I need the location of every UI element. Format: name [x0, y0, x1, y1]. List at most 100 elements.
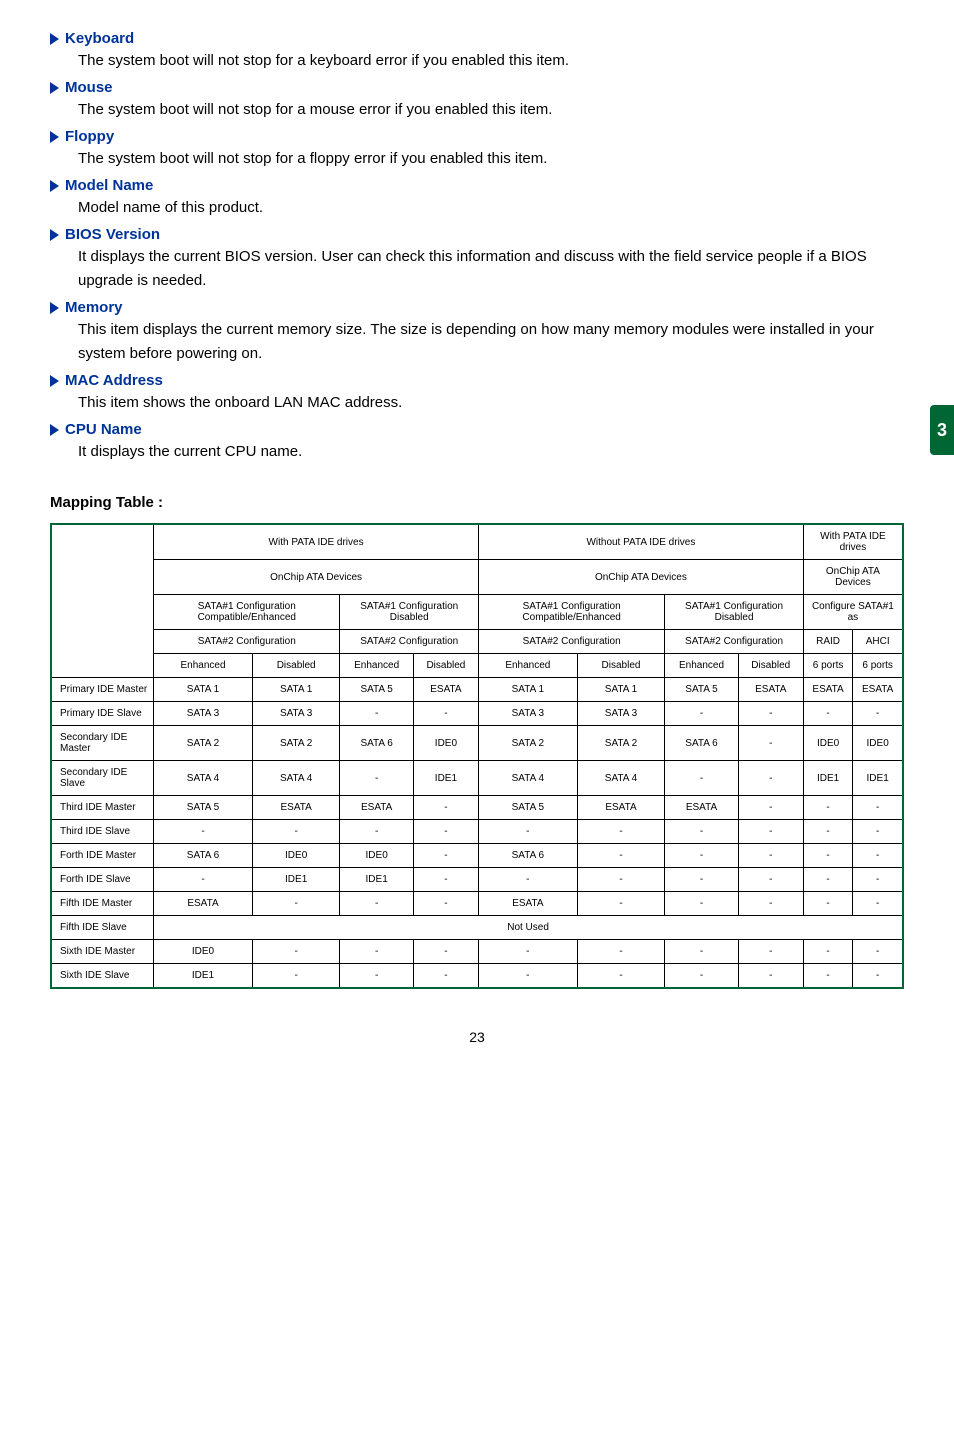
- cell: -: [154, 868, 253, 892]
- cell: -: [577, 892, 665, 916]
- cell: -: [665, 868, 738, 892]
- section-body: It displays the current CPU name.: [78, 440, 904, 464]
- section-heading-text: CPU Name: [65, 421, 142, 438]
- section-heading: Memory: [50, 299, 904, 316]
- section-item: Keyboard The system boot will not stop fo…: [50, 30, 904, 73]
- cell: -: [665, 844, 738, 868]
- table-row: Primary IDE MasterSATA 1SATA 1SATA 5ESAT…: [51, 678, 903, 702]
- cell: -: [738, 844, 803, 868]
- section-body: This item shows the onboard LAN MAC addr…: [78, 391, 904, 415]
- cell: IDE1: [340, 868, 413, 892]
- table-row: Sixth IDE SlaveIDE1---------: [51, 964, 903, 989]
- cell: -: [738, 940, 803, 964]
- row-label: Fifth IDE Slave: [51, 916, 154, 940]
- cell: SATA 1: [252, 678, 340, 702]
- cell: -: [803, 820, 852, 844]
- col-onchip-short: OnChip ATA Devices: [803, 560, 903, 595]
- col-ahci: AHCI: [853, 630, 903, 654]
- triangle-icon: [50, 33, 59, 45]
- col-onchip-1: OnChip ATA Devices: [154, 560, 479, 595]
- triangle-icon: [50, 424, 59, 436]
- cell: SATA 1: [154, 678, 253, 702]
- section-body: The system boot will not stop for a keyb…: [78, 49, 904, 73]
- cell: -: [252, 892, 340, 916]
- cell: SATA 4: [154, 761, 253, 796]
- cell: ESATA: [803, 678, 852, 702]
- row-label: Primary IDE Master: [51, 678, 154, 702]
- section-body: The system boot will not stop for a flop…: [78, 147, 904, 171]
- section-heading-text: Keyboard: [65, 30, 134, 47]
- col-onchip-2: OnChip ATA Devices: [478, 560, 803, 595]
- table-row: Third IDE MasterSATA 5ESATAESATA-SATA 5E…: [51, 796, 903, 820]
- table-row: Sixth IDE MasterIDE0---------: [51, 940, 903, 964]
- row-label: Forth IDE Slave: [51, 868, 154, 892]
- cell: -: [478, 940, 577, 964]
- col-dis-1: Disabled: [252, 654, 340, 678]
- cell: -: [803, 892, 852, 916]
- section-item: CPU Name It displays the current CPU name…: [50, 421, 904, 464]
- section-heading: Mouse: [50, 79, 904, 96]
- col-s1d-2: SATA#1 Configuration Disabled: [665, 595, 804, 630]
- cell: ESATA: [154, 892, 253, 916]
- table-row: Forth IDE Slave-IDE1IDE1-------: [51, 868, 903, 892]
- section-heading-text: Floppy: [65, 128, 114, 145]
- cell: SATA 2: [154, 726, 253, 761]
- cell: -: [853, 702, 903, 726]
- cell: -: [738, 702, 803, 726]
- cell: IDE1: [803, 761, 852, 796]
- section-item: Memory This item displays the current mem…: [50, 299, 904, 366]
- cell: -: [853, 892, 903, 916]
- col-without-pata: Without PATA IDE drives: [478, 524, 803, 560]
- cell: IDE0: [340, 844, 413, 868]
- cell: IDE0: [803, 726, 852, 761]
- cell: -: [738, 868, 803, 892]
- mapping-table: With PATA IDE drives Without PATA IDE dr…: [50, 523, 904, 989]
- cell: -: [665, 964, 738, 989]
- cell: SATA 5: [340, 678, 413, 702]
- cell: -: [577, 940, 665, 964]
- row-label: Third IDE Master: [51, 796, 154, 820]
- col-raid: RAID: [803, 630, 852, 654]
- cell: SATA 3: [252, 702, 340, 726]
- cell: -: [803, 844, 852, 868]
- col-enh-1: Enhanced: [154, 654, 253, 678]
- cell: -: [738, 964, 803, 989]
- table-row: Forth IDE MasterSATA 6IDE0IDE0-SATA 6---…: [51, 844, 903, 868]
- cell: SATA 3: [478, 702, 577, 726]
- triangle-icon: [50, 180, 59, 192]
- col-s1ce-1: SATA#1 Configuration Compatible/Enhanced: [154, 595, 340, 630]
- section-heading-text: MAC Address: [65, 372, 163, 389]
- cell: -: [853, 796, 903, 820]
- cell: SATA 2: [577, 726, 665, 761]
- cell: SATA 2: [252, 726, 340, 761]
- section-item: Model NameModel name of this product.: [50, 177, 904, 220]
- cell: -: [738, 820, 803, 844]
- table-row: Fifth IDE MasterESATA---ESATA-----: [51, 892, 903, 916]
- col-s2c-1: SATA#2 Configuration: [154, 630, 340, 654]
- col-s1ce-2: SATA#1 Configuration Compatible/Enhanced: [478, 595, 664, 630]
- section-item: MAC Address This item shows the onboard L…: [50, 372, 904, 415]
- cell: -: [478, 868, 577, 892]
- cell: -: [413, 796, 478, 820]
- page-number: 23: [50, 1029, 904, 1045]
- triangle-icon: [50, 82, 59, 94]
- cell: -: [413, 892, 478, 916]
- cell: SATA 5: [478, 796, 577, 820]
- section-heading: CPU Name: [50, 421, 904, 438]
- cell: -: [478, 820, 577, 844]
- col-s2c-2: SATA#2 Configuration: [340, 630, 479, 654]
- cell: -: [413, 702, 478, 726]
- section-body: The system boot will not stop for a mous…: [78, 98, 904, 122]
- section-heading-text: BIOS Version: [65, 226, 160, 243]
- cell: -: [413, 844, 478, 868]
- table-row: Secondary IDE MasterSATA 2SATA 2SATA 6ID…: [51, 726, 903, 761]
- cell: -: [665, 940, 738, 964]
- cell: SATA 2: [478, 726, 577, 761]
- section-heading: Floppy: [50, 128, 904, 145]
- cell: ESATA: [577, 796, 665, 820]
- section-item: BIOS VersionIt displays the current BIOS…: [50, 226, 904, 293]
- section-body: This item displays the current memory si…: [78, 318, 904, 366]
- cell: SATA 1: [478, 678, 577, 702]
- section-heading: Model Name: [50, 177, 904, 194]
- cell: SATA 6: [665, 726, 738, 761]
